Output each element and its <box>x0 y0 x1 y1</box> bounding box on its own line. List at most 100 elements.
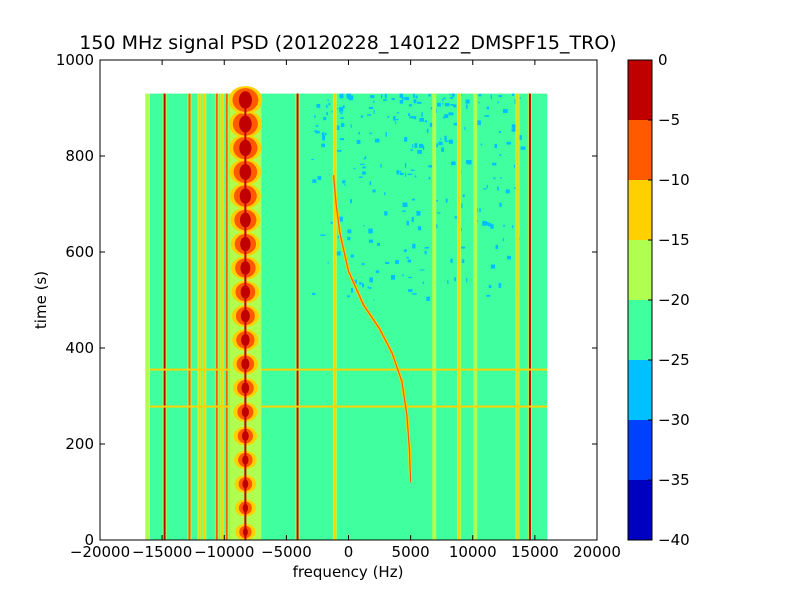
noise-speck <box>418 143 424 148</box>
x-tick-label: 10000 <box>449 543 497 561</box>
noise-speck <box>347 236 351 241</box>
noise-speck <box>444 103 450 107</box>
plot-area <box>145 86 548 540</box>
noise-speck <box>495 244 499 250</box>
noise-speck <box>317 176 322 180</box>
noise-speck <box>353 167 356 169</box>
noise-speck <box>417 149 422 154</box>
noise-speck <box>422 145 425 151</box>
noise-speck <box>435 143 438 148</box>
noise-speck <box>350 124 352 128</box>
noise-speck <box>437 102 441 107</box>
noise-speck <box>460 246 466 249</box>
y-tick-label: 600 <box>65 243 94 261</box>
noise-speck <box>359 282 362 285</box>
noise-speck <box>486 294 491 297</box>
noise-speck <box>416 101 422 104</box>
noise-speck <box>360 163 366 165</box>
noise-speck <box>361 263 365 266</box>
noise-speck <box>428 94 431 97</box>
noise-speck <box>424 250 427 255</box>
noise-speck <box>380 163 382 168</box>
noise-speck <box>340 123 345 128</box>
noise-speck <box>384 192 386 196</box>
colorbar-tick-label: −30 <box>658 411 690 429</box>
noise-speck <box>435 200 439 202</box>
noise-speck <box>374 138 380 143</box>
colorbar-tick-label: −35 <box>658 471 690 489</box>
noise-speck <box>367 114 371 116</box>
noise-speck <box>486 106 489 110</box>
noise-speck <box>315 125 319 127</box>
colorbar-tick-label: −10 <box>658 171 690 189</box>
signal-line <box>198 93 201 540</box>
noise-speck <box>324 133 327 136</box>
noise-speck <box>413 93 415 99</box>
noise-speck <box>440 138 442 140</box>
colorbar-segment <box>628 120 652 180</box>
noise-speck <box>477 120 481 126</box>
x-tick-label: −20000 <box>70 543 130 561</box>
noise-speck <box>409 116 414 119</box>
noise-speck <box>350 199 353 204</box>
noise-speck <box>401 210 406 212</box>
noise-speck <box>350 254 354 258</box>
noise-speck <box>395 121 397 124</box>
noise-speck <box>404 163 407 168</box>
noise-speck <box>369 132 372 135</box>
noise-speck <box>461 203 463 208</box>
noise-speck <box>506 255 511 260</box>
noise-speck <box>399 171 402 173</box>
x-tick-label: 15000 <box>511 543 559 561</box>
noise-speck <box>442 116 446 119</box>
signal-line <box>215 93 218 540</box>
noise-speck <box>511 225 514 228</box>
noise-speck <box>414 143 418 148</box>
noise-speck <box>412 144 414 149</box>
noise-speck <box>381 94 383 99</box>
noise-speck <box>466 104 468 109</box>
noise-speck <box>449 139 454 144</box>
noise-speck <box>497 186 499 191</box>
y-tick-label: 200 <box>65 435 94 453</box>
noise-speck <box>444 114 449 118</box>
noise-speck <box>385 261 390 264</box>
noise-speck <box>408 113 411 116</box>
noise-speck <box>438 141 443 146</box>
noise-speck <box>488 284 492 288</box>
noise-speck <box>462 194 465 197</box>
colorbar-segment <box>628 360 652 420</box>
noise-speck <box>373 100 375 103</box>
y-axis: 0 200 400 600 800 1000 <box>56 51 597 549</box>
signal-line <box>296 93 299 540</box>
noise-speck <box>449 93 451 96</box>
x-tick-label: −15000 <box>132 543 192 561</box>
noise-speck <box>321 132 325 138</box>
background-field <box>149 93 548 540</box>
noise-speck <box>327 262 329 264</box>
noise-speck <box>421 112 423 117</box>
noise-speck <box>323 117 327 121</box>
noise-speck <box>426 296 430 302</box>
noise-speck <box>407 259 411 263</box>
noise-speck <box>399 93 403 99</box>
noise-speck <box>487 223 492 227</box>
noise-speck <box>464 126 466 130</box>
noise-speck <box>429 122 435 127</box>
noise-speck <box>384 93 387 99</box>
noise-speck <box>502 108 508 114</box>
signal-line <box>146 93 149 540</box>
noise-speck <box>346 93 351 99</box>
noise-speck <box>419 269 425 271</box>
doppler-trace <box>332 175 412 483</box>
noise-speck <box>369 181 372 186</box>
noise-speck <box>448 112 454 116</box>
colorbar-tick-label: −25 <box>658 351 690 369</box>
noise-speck <box>406 220 409 226</box>
noise-speck <box>492 162 497 166</box>
y-axis-label: time (s) <box>32 271 50 329</box>
colorbar: −40 −35 −30 −25 −20 −15 −10 −5 0 <box>627 51 690 549</box>
noise-speck <box>399 172 404 176</box>
